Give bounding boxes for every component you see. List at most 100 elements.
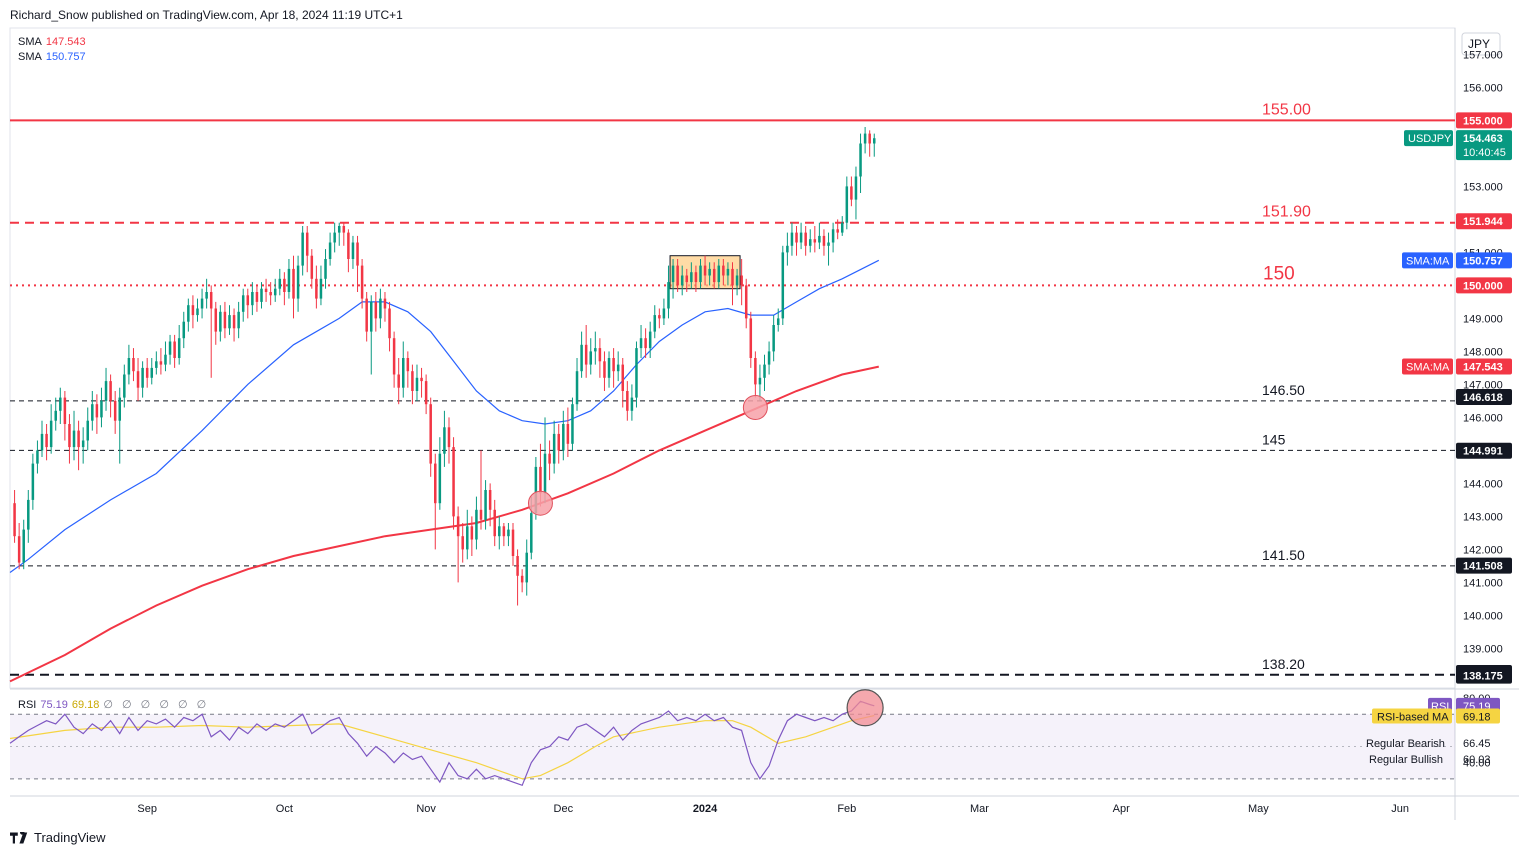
candle-body <box>369 301 373 332</box>
rsi-ma-name-tag-bg <box>1372 708 1452 724</box>
candle-body <box>438 453 442 504</box>
level-label: 155.00 <box>1262 101 1311 118</box>
candle-body <box>859 143 862 177</box>
candle-body <box>72 430 76 448</box>
candle-body <box>237 311 240 329</box>
candle-body <box>603 361 606 378</box>
legend-sma-200-value: 147.543 <box>45 36 86 48</box>
candle-body <box>77 430 80 448</box>
rsi-legend[interactable]: RSI 75.19 69.18 ∅ ∅ ∅ ∅ ∅ ∅ <box>18 698 209 711</box>
x-tick-label: 2024 <box>693 803 718 815</box>
y-tick-label: 144.000 <box>1463 478 1503 490</box>
candle-body <box>621 364 625 391</box>
x-tick-label: Jun <box>1391 803 1409 815</box>
candle-body <box>360 265 364 299</box>
ma-tag-bg <box>1402 252 1453 269</box>
rsi-ma-value-tag: 69.18 <box>1463 712 1491 724</box>
y-tick-label: 146.000 <box>1463 412 1503 424</box>
candle-body <box>127 358 131 375</box>
rsi-line <box>9 700 875 787</box>
candle-body <box>305 232 309 256</box>
candle-body <box>347 232 350 259</box>
candle-body <box>443 427 446 454</box>
candle-body <box>575 371 579 405</box>
candle-body <box>808 239 812 246</box>
candle-body <box>818 235 821 243</box>
price-tag-label: 150.757 <box>1463 255 1503 267</box>
candle-body <box>397 374 400 388</box>
candle-body <box>511 529 515 556</box>
candle-body <box>827 242 830 246</box>
candle-body <box>694 272 698 283</box>
rsi-ma-name-tag: RSI-based MA <box>1377 712 1449 724</box>
candle-body <box>872 138 876 144</box>
regular-bearish-value: 66.45 <box>1463 738 1491 750</box>
legend-sma-50[interactable]: SMA 150.757 <box>18 51 86 63</box>
candle-body <box>749 318 753 358</box>
candle-body <box>434 463 437 504</box>
candle-body <box>644 338 647 349</box>
regular-bullish-value: 60.03 <box>1463 754 1491 766</box>
y-tick-label: 148.000 <box>1463 346 1503 358</box>
candle-body <box>27 499 30 530</box>
candle-body <box>196 308 199 316</box>
candle-body <box>795 232 798 243</box>
rsi-ma-line <box>9 715 875 780</box>
candle-body <box>772 325 775 352</box>
candle-body <box>754 358 757 385</box>
candle-body <box>507 529 510 537</box>
candle-body <box>685 275 689 283</box>
candle-body <box>118 397 122 421</box>
x-tick-label: Feb <box>837 803 856 815</box>
candle-body <box>667 282 670 309</box>
level-label: 151.90 <box>1262 204 1311 221</box>
candle-body <box>159 361 163 365</box>
candle-body <box>461 536 464 550</box>
candle-body <box>850 186 853 200</box>
ma-tag-label: SMA:MA <box>1406 255 1450 267</box>
sma-legend: SMA 147.543 SMA 150.757 <box>18 35 86 65</box>
tradingview-footer[interactable]: TradingView <box>10 830 106 845</box>
candle-body <box>712 268 716 283</box>
candle-body <box>177 338 181 358</box>
candle-body <box>836 229 839 233</box>
candle-body <box>59 397 62 411</box>
candle-body <box>776 318 780 325</box>
candle-body <box>539 466 542 494</box>
candle-body <box>516 556 519 576</box>
candle-body <box>292 268 295 299</box>
candle-body <box>543 453 547 494</box>
candle-body <box>562 424 565 451</box>
rsi-legend-empty-values: ∅ ∅ ∅ ∅ ∅ ∅ <box>103 699 210 711</box>
candle-body <box>136 371 140 388</box>
candle-body <box>767 351 771 365</box>
candle-body <box>498 526 501 537</box>
y-tick-label: 142.000 <box>1463 544 1503 556</box>
candle-body <box>493 509 496 537</box>
x-tick-label: May <box>1248 803 1269 815</box>
candle-body <box>822 235 826 246</box>
candle-body <box>548 453 551 464</box>
rsi-ma-value-tag-bg <box>1456 708 1500 724</box>
candle-body <box>278 278 282 289</box>
rsi-highlight-circle <box>846 689 884 727</box>
candle-body <box>635 348 638 398</box>
legend-sma-200[interactable]: SMA 147.543 <box>18 36 86 48</box>
candle-body <box>269 292 272 296</box>
candle-body <box>241 295 245 312</box>
candle-body <box>589 351 593 365</box>
candle-body <box>648 331 652 349</box>
candle-body <box>145 367 149 378</box>
x-tick-label: Mar <box>970 803 989 815</box>
candle-body <box>374 301 378 319</box>
candle-body <box>351 242 355 259</box>
level-label: 138.20 <box>1262 656 1305 672</box>
level-label: 145 <box>1262 431 1286 447</box>
price-tag-label: 144.991 <box>1463 446 1503 458</box>
currency-label: JPY <box>1468 37 1490 51</box>
regular-bullish-label: Regular Bullish <box>1369 754 1443 766</box>
y-tick-label: 143.000 <box>1463 511 1503 523</box>
candle-body <box>287 268 291 292</box>
candle-body <box>735 275 739 286</box>
